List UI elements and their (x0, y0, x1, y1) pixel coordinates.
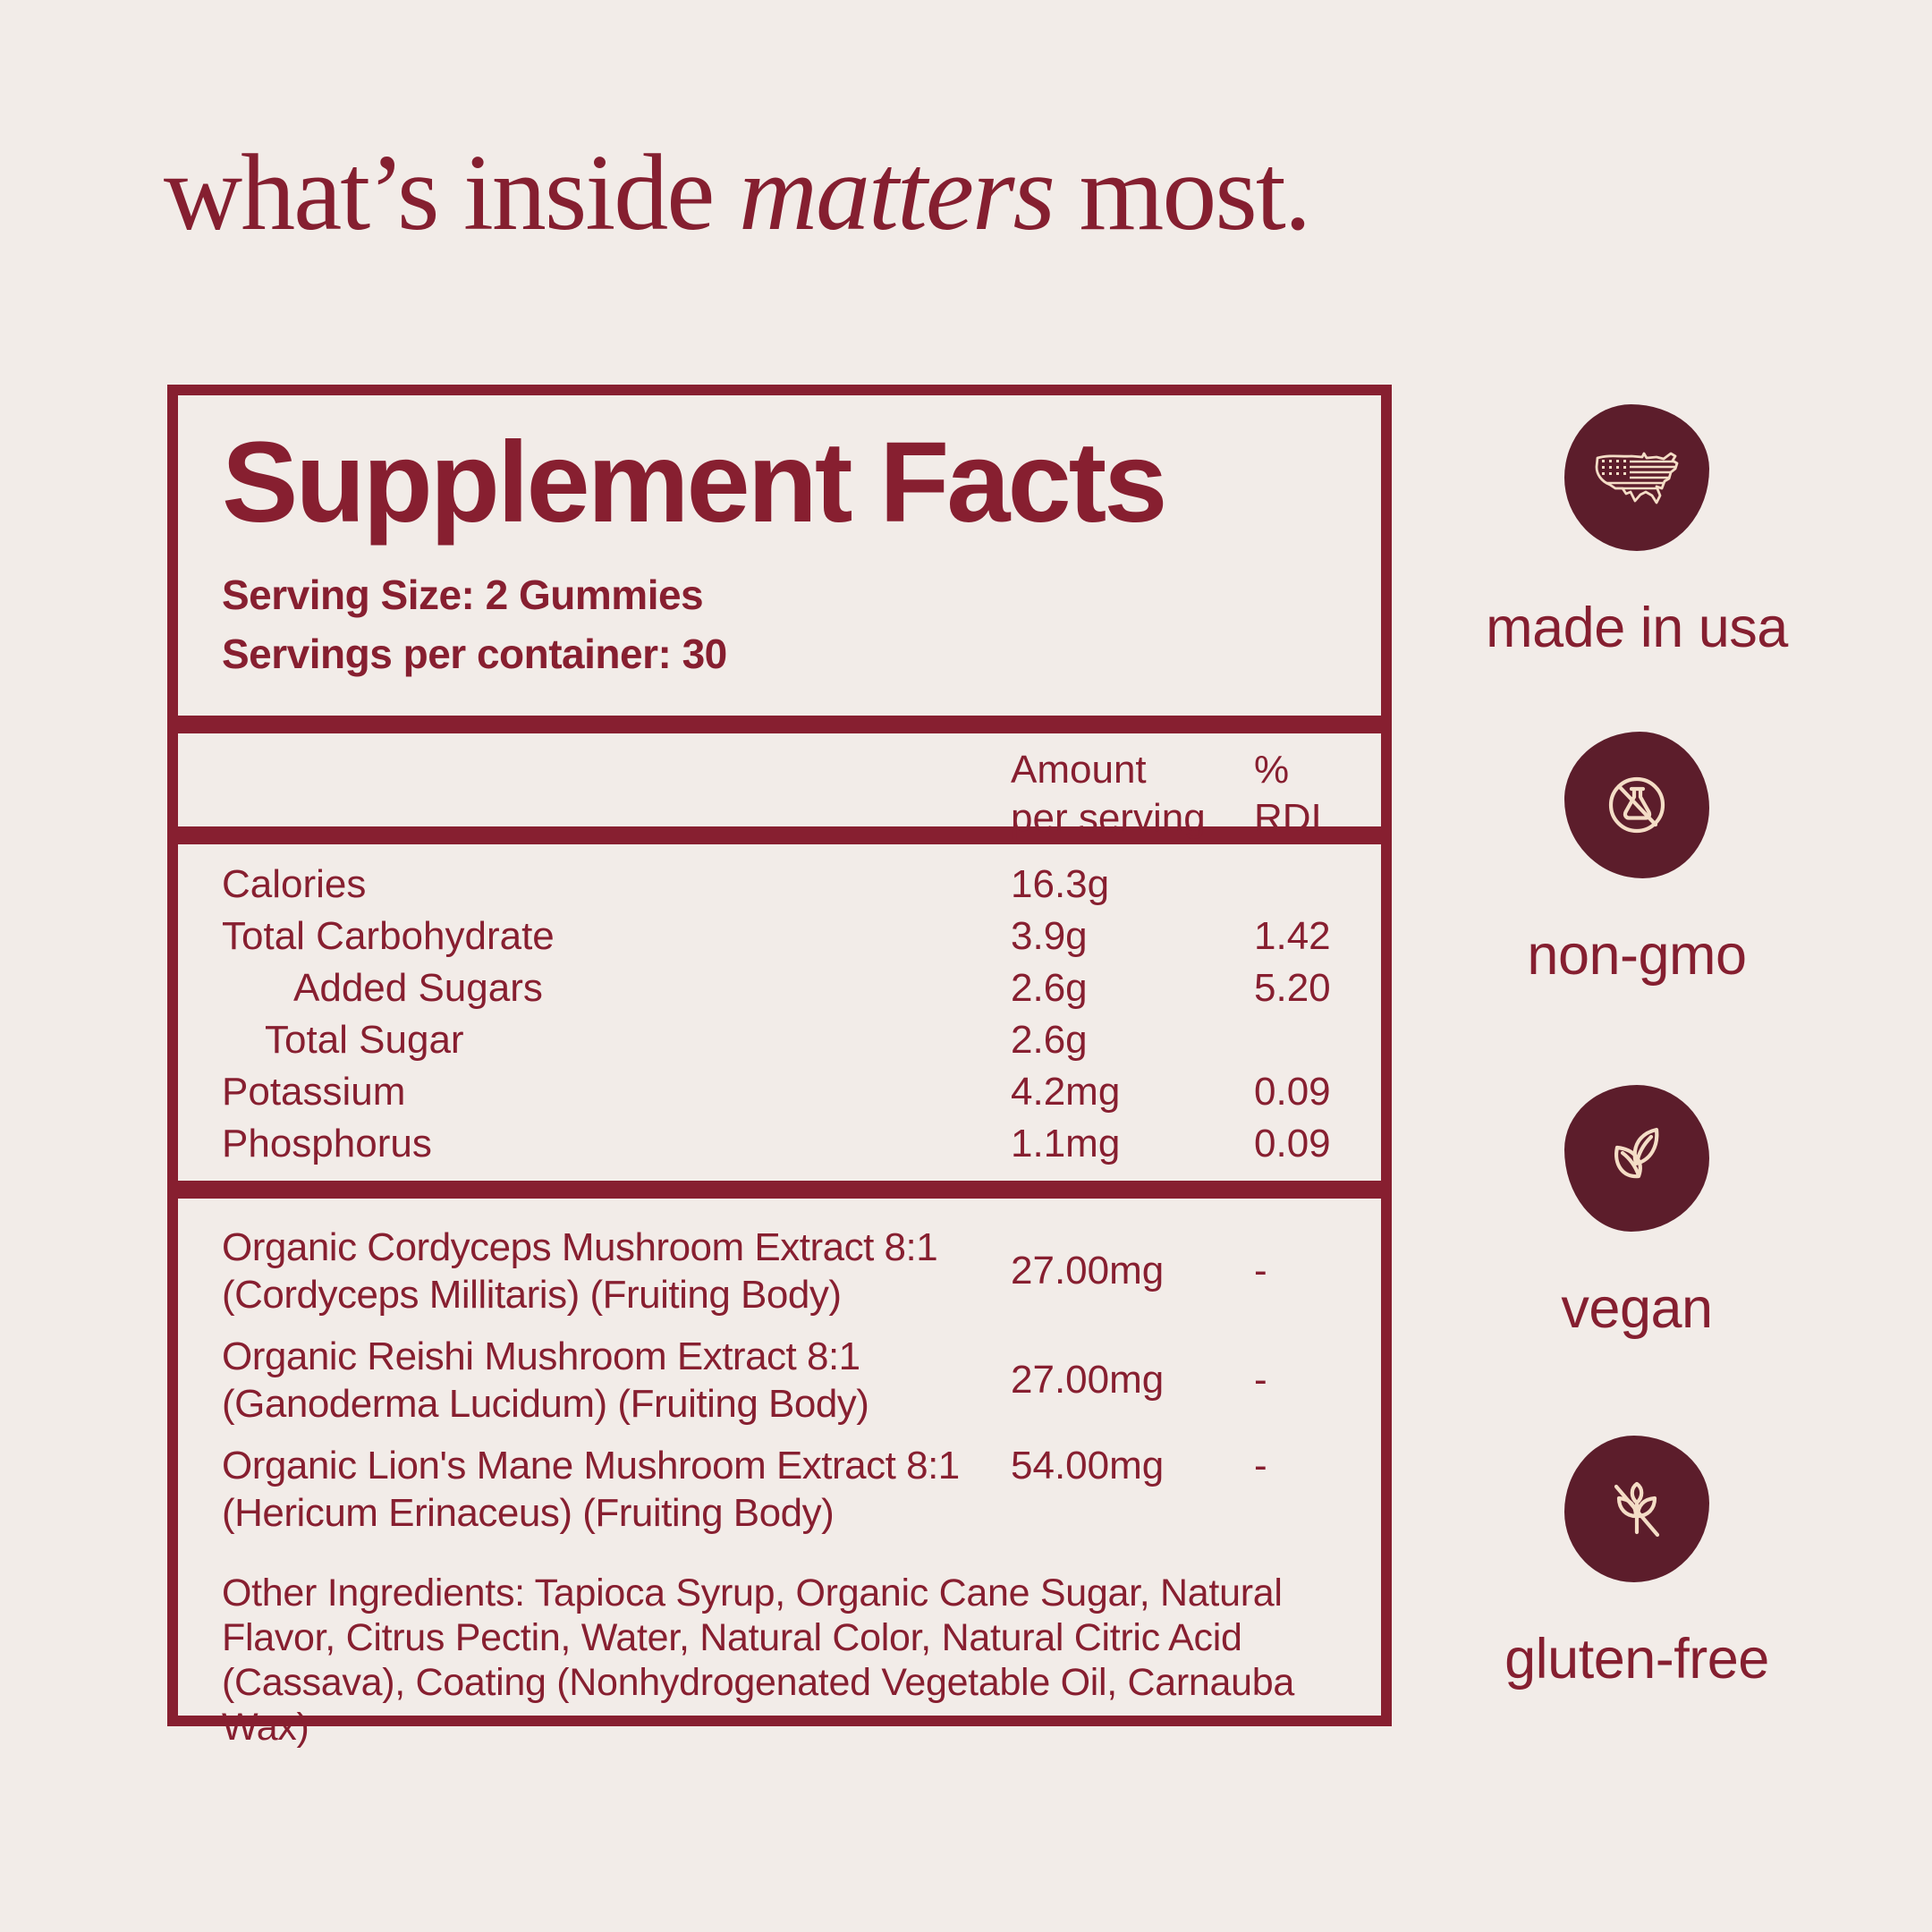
table-row-total-carbohydrate: Total Carbohydrate 3.9g 1.42 (222, 909, 1337, 961)
page-title-part2: most. (1053, 132, 1311, 253)
divider-bar (178, 826, 1381, 844)
badge-label: non-gmo (1527, 924, 1747, 987)
page-title-part1: what’s inside (164, 132, 739, 253)
table-column-header: Amount per serving % RDI (222, 733, 1337, 840)
nutrient-amount: 16.3g (1011, 862, 1110, 906)
badge-blob (1564, 1085, 1709, 1232)
nutrient-amount: 4.2mg (1011, 1070, 1121, 1114)
extract-name-line1: Organic Lion's Mane Mushroom Extract 8:1 (222, 1444, 960, 1487)
extract-rdi: - (1254, 1358, 1267, 1402)
table-row-total-sugar: Total Sugar 2.6g (222, 1013, 1337, 1064)
other-ingredients: Other Ingredients: Tapioca Syrup, Organi… (222, 1572, 1294, 1749)
table-row-reishi-extract: Organic Reishi Mushroom Extract 8:1 (Gan… (222, 1333, 1337, 1428)
supplement-facts-title: Supplement Facts (222, 419, 1167, 547)
divider-bar (178, 716, 1381, 733)
badge-gluten-free: gluten-free (1458, 1436, 1816, 1691)
no-wheat-icon (1614, 1481, 1660, 1538)
nutrient-amount: 2.6g (1011, 1018, 1088, 1062)
badge-blob (1564, 732, 1709, 878)
column-header-rdi-line2: RDI (1254, 795, 1322, 840)
nutrient-amount: 2.6g (1011, 966, 1088, 1010)
nutrient-name: Phosphorus (222, 1122, 432, 1165)
badge-made-in-usa: made in usa (1458, 404, 1816, 660)
extract-amount: 27.00mg (1011, 1249, 1165, 1292)
badge-blob (1564, 404, 1709, 551)
table-row-calories: Calories 16.3g (222, 857, 1337, 909)
leaves-icon (1614, 1127, 1659, 1179)
extract-name-line1: Organic Cordyceps Mushroom Extract 8:1 (222, 1225, 938, 1269)
extract-name-line2: (Ganoderma Lucidum) (Fruiting Body) (222, 1382, 869, 1426)
nutrient-name: Added Sugars (293, 966, 543, 1010)
column-header-amount-line1: Amount (1011, 748, 1147, 792)
table-row-potassium: Potassium 4.2mg 0.09 (222, 1064, 1337, 1116)
nutrient-name: Potassium (222, 1070, 406, 1114)
column-header-amount-line2: per serving (1011, 795, 1206, 840)
column-header-rdi-line1: % (1254, 748, 1290, 792)
nutrient-rdi: 5.20 (1254, 966, 1331, 1010)
extract-name-line2: (Hericum Erinaceus) (Fruiting Body) (222, 1491, 835, 1535)
nutrient-amount: 1.1mg (1011, 1122, 1121, 1165)
badge-blob (1564, 1436, 1709, 1582)
table-row-added-sugars: Added Sugars 2.6g 5.20 (222, 961, 1337, 1013)
extract-rows: Organic Cordyceps Mushroom Extract 8:1 (… (222, 1224, 1337, 1537)
extract-name: Organic Cordyceps Mushroom Extract 8:1 (… (222, 1224, 1009, 1318)
badge-non-gmo: non-gmo (1458, 732, 1816, 987)
nutrient-rows: Calories 16.3g Total Carbohydrate 3.9g 1… (222, 857, 1337, 1168)
extract-rdi: - (1254, 1249, 1267, 1292)
nutrient-rdi: 0.09 (1254, 1070, 1331, 1114)
page-title-italic-word: matters (738, 132, 1055, 253)
badge-label: made in usa (1486, 597, 1788, 659)
supplement-facts-panel: Supplement Facts Serving Size: 2 Gummies… (167, 385, 1392, 1749)
badge-column: made in usa non-gmo (1458, 0, 1816, 1932)
column-header-rdi: % RDI (1254, 746, 1322, 842)
extract-amount: 54.00mg (1011, 1444, 1165, 1487)
table-row-phosphorus: Phosphorus 1.1mg 0.09 (222, 1116, 1337, 1168)
page-title: what’s inside matters most. (164, 135, 1311, 250)
extract-name: Organic Reishi Mushroom Extract 8:1 (Gan… (222, 1333, 1009, 1428)
no-chemicals-flask-icon (1608, 776, 1665, 834)
nutrient-amount: 3.9g (1011, 914, 1088, 958)
extract-name: Organic Lion's Mane Mushroom Extract 8:1… (222, 1442, 1009, 1537)
servings-per-container: Servings per container: 30 (222, 631, 727, 677)
column-header-amount: Amount per serving (1011, 746, 1206, 842)
extract-name-line1: Organic Reishi Mushroom Extract 8:1 (222, 1335, 860, 1378)
nutrient-rdi: 1.42 (1254, 914, 1331, 958)
nutrient-name: Calories (222, 862, 367, 906)
badge-vegan: vegan (1458, 1085, 1816, 1341)
table-row-lions-mane-extract: Organic Lion's Mane Mushroom Extract 8:1… (222, 1442, 1337, 1537)
extract-rdi: - (1254, 1444, 1267, 1487)
nutrient-name: Total Sugar (265, 1018, 464, 1062)
extract-amount: 27.00mg (1011, 1358, 1165, 1402)
serving-size: Serving Size: 2 Gummies (222, 572, 704, 618)
badge-label: vegan (1561, 1277, 1713, 1340)
nutrient-rdi: 0.09 (1254, 1122, 1331, 1165)
divider-bar (178, 1181, 1381, 1199)
usa-map-icon (1595, 452, 1679, 504)
table-row-cordyceps-extract: Organic Cordyceps Mushroom Extract 8:1 (… (222, 1224, 1337, 1318)
badge-label: gluten-free (1504, 1628, 1769, 1690)
nutrient-name: Total Carbohydrate (222, 914, 555, 958)
extract-name-line2: (Cordyceps Millitaris) (Fruiting Body) (222, 1273, 842, 1317)
